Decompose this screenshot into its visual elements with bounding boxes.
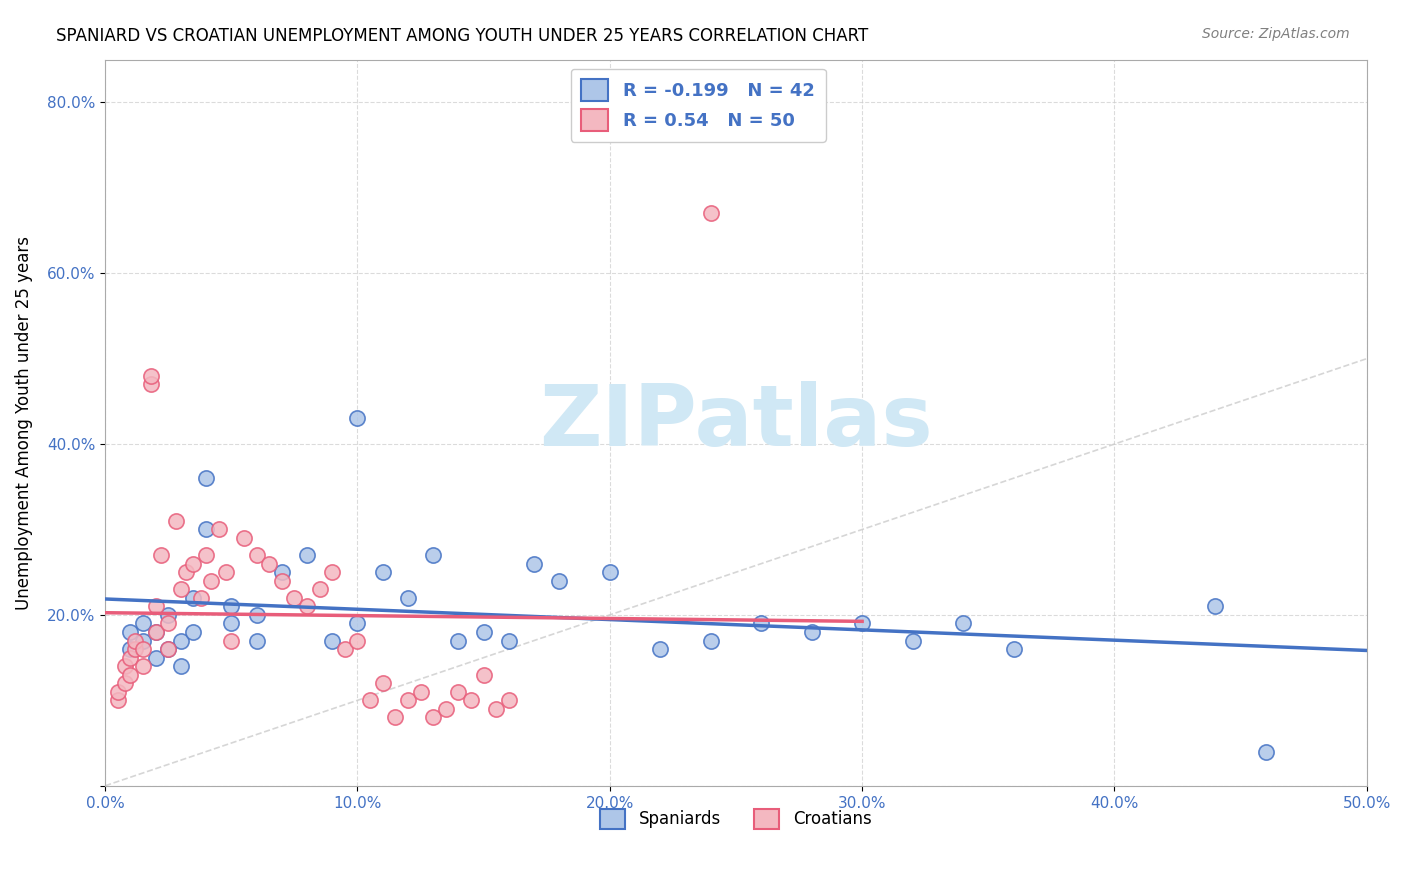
Point [295, 599, 318, 614]
Point [434, 702, 457, 716]
Point [333, 642, 356, 657]
Point [359, 693, 381, 707]
Point [120, 642, 142, 657]
Point [270, 574, 292, 588]
Point [139, 377, 162, 392]
Point [1254, 745, 1277, 759]
Point [120, 625, 142, 640]
Point [396, 591, 419, 605]
Point [245, 607, 267, 622]
Point [396, 693, 419, 707]
Point [384, 710, 406, 724]
Point [170, 633, 193, 648]
Point [183, 591, 205, 605]
Point [599, 565, 621, 579]
Point [183, 557, 205, 571]
Point [157, 642, 180, 657]
Point [1204, 599, 1226, 614]
Point [132, 616, 155, 631]
Point [952, 616, 974, 631]
Point [650, 642, 672, 657]
Point [124, 642, 146, 657]
Point [183, 625, 205, 640]
Point [174, 565, 197, 579]
Point [139, 368, 162, 383]
Point [699, 633, 721, 648]
Text: Source: ZipAtlas.com: Source: ZipAtlas.com [1202, 27, 1350, 41]
Point [485, 702, 508, 716]
Point [346, 633, 368, 648]
Point [409, 685, 432, 699]
Point [219, 616, 242, 631]
Point [346, 411, 368, 425]
Point [219, 633, 242, 648]
Point [165, 514, 187, 528]
Legend: Spaniards, Croatians: Spaniards, Croatians [593, 802, 879, 836]
Point [215, 565, 238, 579]
Point [422, 548, 444, 562]
Point [190, 591, 212, 605]
Point [270, 565, 292, 579]
Point [107, 685, 129, 699]
Point [245, 633, 267, 648]
Point [132, 642, 155, 657]
Point [749, 616, 772, 631]
Point [219, 599, 242, 614]
Point [157, 616, 180, 631]
Point [170, 582, 193, 597]
Point [523, 557, 546, 571]
Point [346, 616, 368, 631]
Point [447, 685, 470, 699]
Point [145, 625, 167, 640]
Point [851, 616, 873, 631]
Point [699, 206, 721, 220]
Point [107, 693, 129, 707]
Point [195, 548, 218, 562]
Point [321, 565, 343, 579]
Point [232, 531, 254, 545]
Point [371, 676, 394, 690]
Point [120, 667, 142, 681]
Point [145, 599, 167, 614]
Point [157, 642, 180, 657]
Point [498, 693, 520, 707]
Point [145, 625, 167, 640]
Point [548, 574, 571, 588]
Point [200, 574, 222, 588]
Point [132, 659, 155, 673]
Point [460, 693, 482, 707]
Point [149, 548, 172, 562]
Point [472, 667, 495, 681]
Point [1002, 642, 1025, 657]
Point [208, 523, 231, 537]
Point [157, 607, 180, 622]
Point [124, 633, 146, 648]
Point [901, 633, 924, 648]
Point [114, 659, 136, 673]
Point [114, 676, 136, 690]
Point [308, 582, 330, 597]
Point [245, 548, 267, 562]
Point [120, 650, 142, 665]
Text: SPANIARD VS CROATIAN UNEMPLOYMENT AMONG YOUTH UNDER 25 YEARS CORRELATION CHART: SPANIARD VS CROATIAN UNEMPLOYMENT AMONG … [56, 27, 869, 45]
Y-axis label: Unemployment Among Youth under 25 years: Unemployment Among Youth under 25 years [15, 235, 32, 610]
Point [170, 659, 193, 673]
Point [295, 548, 318, 562]
Point [472, 625, 495, 640]
Point [132, 633, 155, 648]
Point [195, 523, 218, 537]
Point [447, 633, 470, 648]
Point [145, 650, 167, 665]
Point [498, 633, 520, 648]
Point [371, 565, 394, 579]
Point [257, 557, 280, 571]
Point [195, 471, 218, 485]
Text: ZIPatlas: ZIPatlas [538, 381, 932, 464]
Point [422, 710, 444, 724]
Point [283, 591, 305, 605]
Point [321, 633, 343, 648]
Point [800, 625, 823, 640]
